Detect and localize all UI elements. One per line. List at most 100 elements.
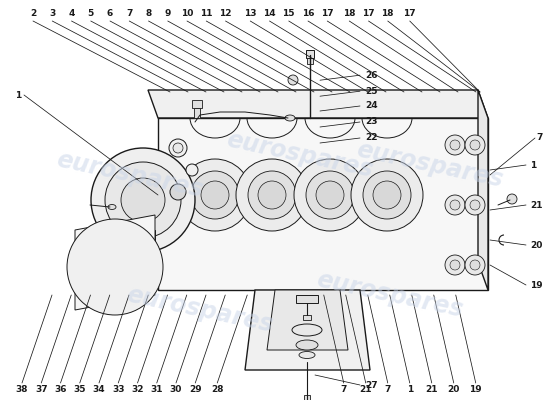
Bar — [194, 108, 200, 118]
Circle shape — [201, 181, 229, 209]
Text: eurospares: eurospares — [224, 128, 376, 182]
Text: 31: 31 — [151, 386, 163, 394]
Text: eurospares: eurospares — [315, 268, 466, 322]
Bar — [75, 230, 155, 280]
Text: 5: 5 — [87, 10, 94, 18]
Polygon shape — [267, 290, 348, 350]
Circle shape — [288, 75, 298, 85]
Text: 19: 19 — [470, 386, 482, 394]
Text: 29: 29 — [189, 386, 201, 394]
Text: 22: 22 — [365, 134, 377, 142]
Circle shape — [186, 164, 198, 176]
Text: 21: 21 — [360, 386, 372, 394]
Text: 23: 23 — [365, 118, 377, 126]
Text: 1: 1 — [406, 386, 413, 394]
Bar — [304, 395, 310, 400]
Circle shape — [373, 181, 401, 209]
Bar — [306, 50, 314, 58]
Circle shape — [507, 194, 517, 204]
Text: 7: 7 — [340, 386, 347, 394]
Circle shape — [169, 139, 187, 157]
Circle shape — [470, 260, 480, 270]
Text: 7: 7 — [126, 10, 133, 18]
Text: eurospares: eurospares — [124, 283, 276, 337]
Text: 17: 17 — [321, 10, 333, 18]
Text: 36: 36 — [54, 386, 67, 394]
Circle shape — [445, 255, 465, 275]
Text: eurospares: eurospares — [354, 138, 505, 192]
Text: 28: 28 — [211, 386, 223, 394]
Text: 20: 20 — [530, 240, 542, 250]
Circle shape — [470, 200, 480, 210]
Text: 35: 35 — [74, 386, 86, 394]
Text: 34: 34 — [93, 386, 105, 394]
Text: 12: 12 — [219, 10, 232, 18]
Circle shape — [351, 159, 423, 231]
Circle shape — [363, 171, 411, 219]
Text: 9: 9 — [164, 10, 171, 18]
Circle shape — [465, 255, 485, 275]
Polygon shape — [478, 90, 488, 290]
Circle shape — [465, 135, 485, 155]
Text: 16: 16 — [302, 10, 314, 18]
Bar — [303, 315, 311, 320]
Polygon shape — [158, 118, 488, 290]
Circle shape — [294, 159, 366, 231]
Text: 14: 14 — [263, 10, 276, 18]
Text: 2: 2 — [30, 10, 36, 18]
Polygon shape — [245, 290, 370, 370]
Circle shape — [316, 181, 344, 209]
Ellipse shape — [108, 204, 116, 210]
Circle shape — [67, 219, 163, 315]
Bar — [82, 237, 94, 273]
Text: 7: 7 — [537, 134, 543, 142]
Circle shape — [179, 159, 251, 231]
Text: 18: 18 — [382, 10, 394, 18]
Text: 19: 19 — [530, 280, 543, 290]
Bar — [307, 58, 313, 64]
Circle shape — [450, 140, 460, 150]
Text: 10: 10 — [181, 10, 193, 18]
Text: 18: 18 — [343, 10, 355, 18]
Text: 11: 11 — [200, 10, 212, 18]
Ellipse shape — [292, 324, 322, 336]
Circle shape — [445, 135, 465, 155]
Text: 26: 26 — [365, 71, 377, 80]
Circle shape — [121, 178, 165, 222]
Text: 8: 8 — [145, 10, 152, 18]
Circle shape — [248, 171, 296, 219]
Circle shape — [105, 162, 181, 238]
Bar — [192, 100, 202, 108]
Ellipse shape — [296, 340, 318, 350]
Polygon shape — [148, 90, 488, 118]
Circle shape — [191, 171, 239, 219]
Text: 15: 15 — [283, 10, 295, 18]
Text: eurospares: eurospares — [54, 148, 206, 202]
Circle shape — [450, 200, 460, 210]
Text: 13: 13 — [244, 10, 256, 18]
Text: 7: 7 — [384, 386, 391, 394]
Circle shape — [445, 195, 465, 215]
Text: 30: 30 — [170, 386, 182, 394]
Ellipse shape — [299, 352, 315, 358]
Circle shape — [470, 140, 480, 150]
Circle shape — [450, 260, 460, 270]
Circle shape — [258, 181, 286, 209]
Text: 25: 25 — [365, 87, 377, 96]
Bar — [296, 295, 318, 303]
Circle shape — [170, 184, 186, 200]
Text: 21: 21 — [530, 200, 542, 210]
Text: 1: 1 — [530, 160, 536, 170]
Text: 17: 17 — [404, 10, 416, 18]
Text: 20: 20 — [448, 386, 460, 394]
Circle shape — [306, 171, 354, 219]
Text: 3: 3 — [49, 10, 56, 18]
Ellipse shape — [285, 115, 295, 121]
Text: 32: 32 — [131, 386, 144, 394]
Text: 1: 1 — [15, 90, 21, 100]
Text: 37: 37 — [35, 386, 47, 394]
Circle shape — [465, 195, 485, 215]
Text: 17: 17 — [362, 10, 375, 18]
Text: 33: 33 — [112, 386, 124, 394]
Text: 27: 27 — [365, 380, 378, 390]
